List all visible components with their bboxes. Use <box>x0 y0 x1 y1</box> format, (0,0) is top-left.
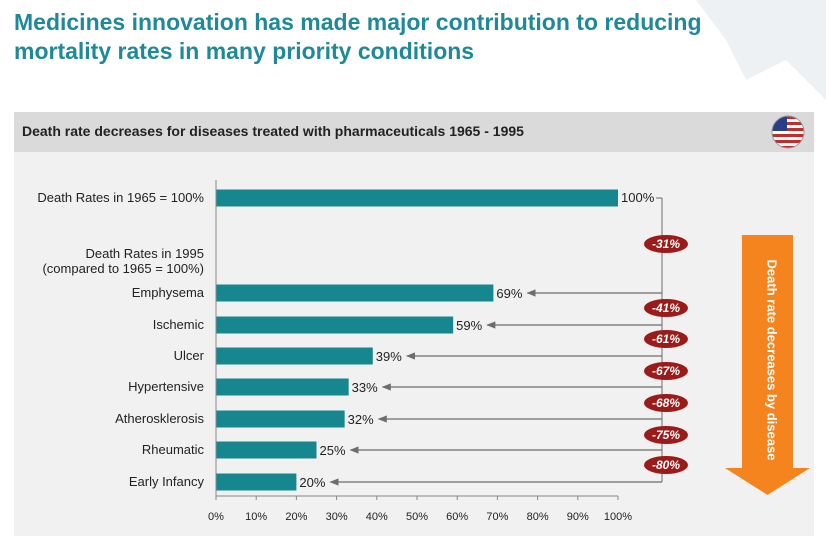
category-label: Atherosklerosis <box>115 411 204 426</box>
decrease-badge: -67% <box>644 362 688 380</box>
data-label: 25% <box>320 443 346 458</box>
bar <box>216 284 494 302</box>
panel-header-title: Death rate decreases for diseases treate… <box>22 123 524 139</box>
decrease-badge: -80% <box>644 456 688 474</box>
badge-label: -31% <box>652 237 680 251</box>
side-arrow-label: Death rate decreases by disease <box>765 260 780 461</box>
badge-shape <box>644 362 688 380</box>
bar <box>216 473 297 491</box>
badge-label: -75% <box>652 428 680 442</box>
decrease-badge: -75% <box>644 426 688 444</box>
x-tick-label: 20% <box>285 511 307 523</box>
data-label: 32% <box>348 412 374 427</box>
data-label: 100% <box>621 190 655 205</box>
badge-shape <box>644 330 688 348</box>
category-label: Death Rates in 1965 = 100% <box>37 190 204 205</box>
badge-shape <box>644 235 688 253</box>
panel-header <box>14 112 814 152</box>
decrease-badge: -41% <box>644 299 688 317</box>
data-label: 69% <box>496 286 522 301</box>
decrease-badge: -61% <box>644 330 688 348</box>
us-flag-icon <box>771 115 805 149</box>
badge-label: -41% <box>652 301 680 315</box>
data-label: 20% <box>299 475 325 490</box>
bar <box>216 410 345 428</box>
category-label: Early Infancy <box>129 474 205 489</box>
page-title: Medicines innovation has made major cont… <box>14 9 702 64</box>
badge-shape <box>644 299 688 317</box>
x-tick-label: 100% <box>604 511 632 523</box>
badge-shape <box>644 456 688 474</box>
x-tick-label: 40% <box>366 511 388 523</box>
x-tick-label: 80% <box>527 511 549 523</box>
background-decoration <box>696 0 826 100</box>
x-tick-label: 70% <box>486 511 508 523</box>
x-tick-label: 50% <box>406 511 428 523</box>
bar <box>216 441 317 459</box>
group-label: Death Rates in 1995 <box>85 246 204 261</box>
badge-label: -80% <box>652 458 680 472</box>
x-tick-label: 10% <box>245 511 267 523</box>
category-label: Rheumatic <box>142 442 205 457</box>
bar <box>216 378 349 396</box>
badge-shape <box>644 426 688 444</box>
data-label: 33% <box>352 380 378 395</box>
badge-label: -67% <box>652 364 680 378</box>
decrease-badge: -31% <box>644 235 688 253</box>
category-label: Emphysema <box>132 285 205 300</box>
down-arrow-icon <box>725 235 810 495</box>
x-tick-label: 60% <box>446 511 468 523</box>
category-label: Ulcer <box>174 348 205 363</box>
group-label: (compared to 1965 = 100%) <box>42 261 204 276</box>
category-label: Ischemic <box>153 317 205 332</box>
data-label: 39% <box>376 349 402 364</box>
data-label: 59% <box>456 318 482 333</box>
x-tick-label: 90% <box>567 511 589 523</box>
bar <box>216 316 454 334</box>
x-tick-label: 30% <box>326 511 348 523</box>
badge-shape <box>644 394 688 412</box>
badge-label: -68% <box>652 396 680 410</box>
bar-baseline <box>216 189 618 207</box>
x-tick-label: 0% <box>208 511 224 523</box>
category-label: Hypertensive <box>128 379 204 394</box>
decrease-badge: -68% <box>644 394 688 412</box>
bar <box>216 347 373 365</box>
badge-label: -61% <box>652 332 680 346</box>
